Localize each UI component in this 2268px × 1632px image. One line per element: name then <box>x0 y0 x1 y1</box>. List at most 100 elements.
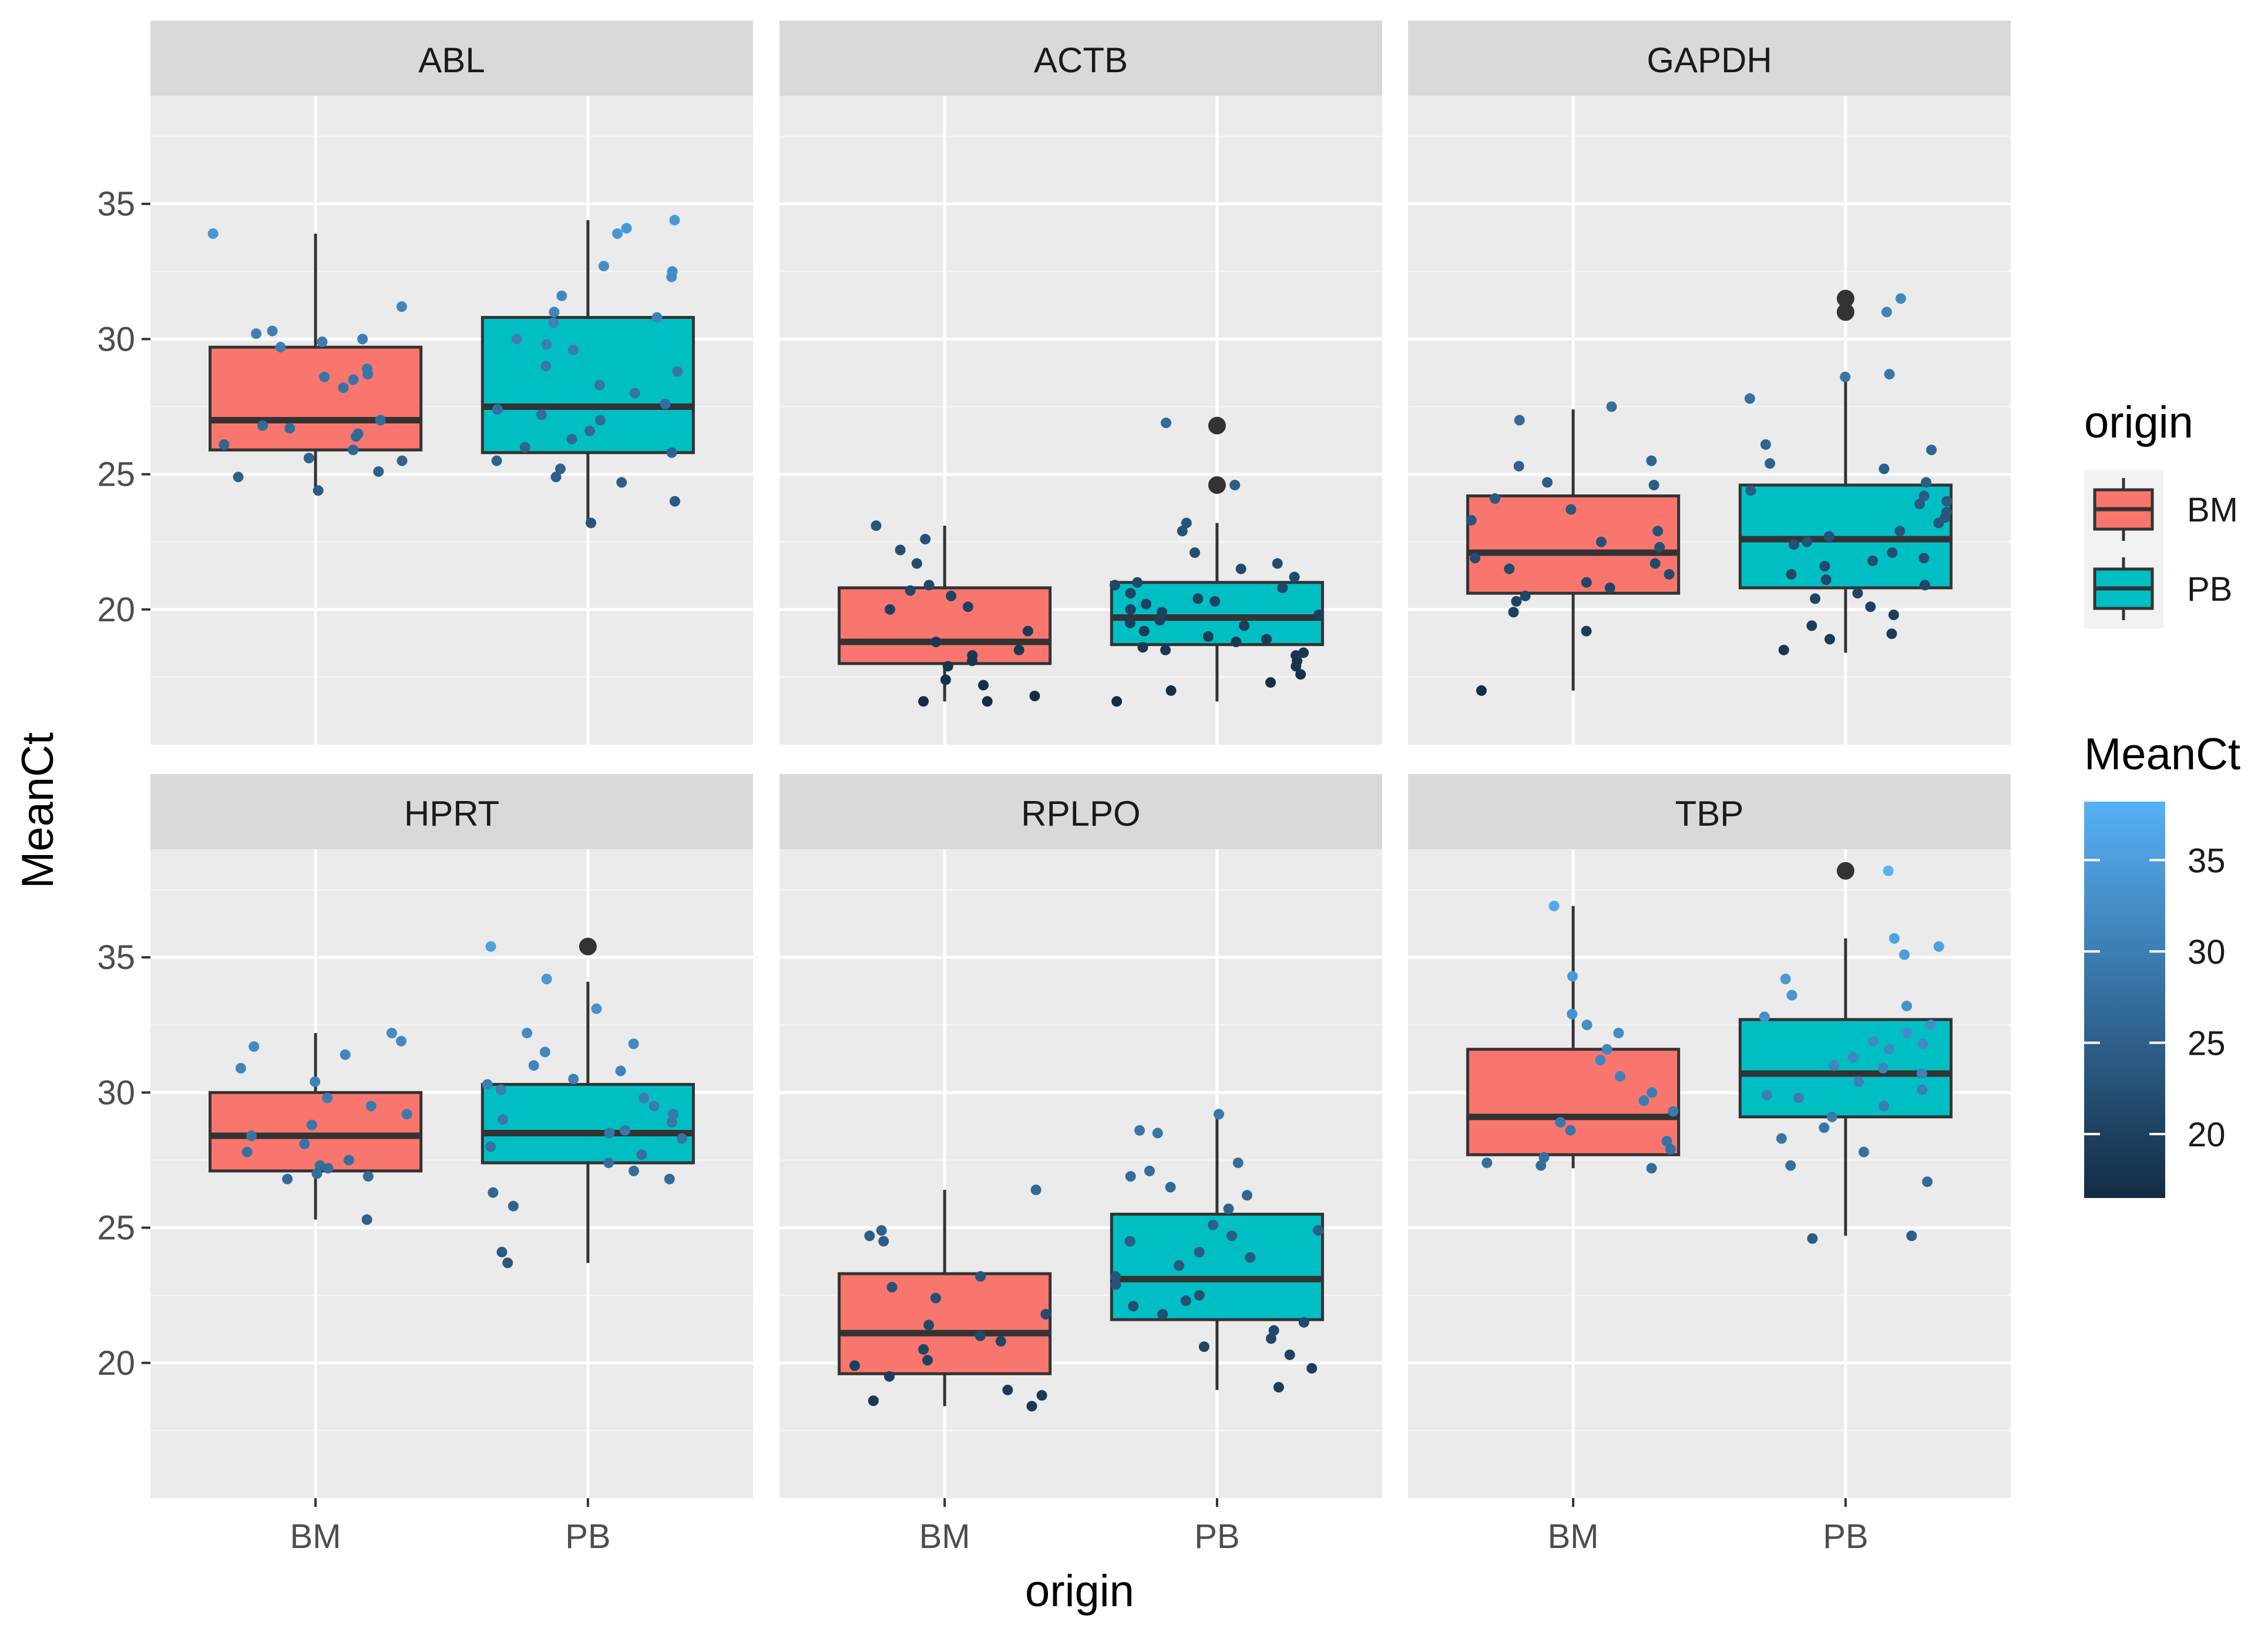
data-point <box>1920 477 1931 488</box>
data-point <box>1192 593 1204 604</box>
data-point <box>1901 1001 1912 1012</box>
facet-panel: ABL 20 25 30 35 <box>97 21 753 745</box>
data-point <box>1810 593 1821 604</box>
facet-strip <box>150 21 753 96</box>
data-point <box>1613 1028 1624 1039</box>
data-point <box>1652 526 1664 537</box>
data-point <box>651 312 663 323</box>
data-point <box>1778 644 1789 655</box>
data-point <box>511 334 522 345</box>
data-point <box>1013 644 1024 655</box>
facet-title: ABL <box>418 41 485 80</box>
legend-label-pb: PB <box>2187 570 2232 608</box>
panel-background <box>150 849 753 1498</box>
data-point <box>918 696 929 707</box>
data-point <box>885 604 896 615</box>
data-point <box>639 1092 650 1103</box>
data-point <box>1648 480 1659 490</box>
data-point <box>918 1344 929 1355</box>
data-point <box>1232 1157 1244 1169</box>
x-tick-label: PB <box>1823 1517 1868 1556</box>
data-point <box>975 1271 986 1282</box>
y-tick-label: 20 <box>97 591 135 629</box>
x-tick-label: PB <box>1194 1517 1239 1556</box>
facet-panel: TBP BM PB <box>1408 774 2011 1556</box>
data-point <box>1137 642 1148 653</box>
data-point <box>1134 1125 1145 1136</box>
data-point <box>1826 1111 1837 1122</box>
data-point <box>1649 558 1661 569</box>
data-point <box>495 1084 506 1095</box>
data-point <box>1858 1146 1869 1157</box>
data-point <box>876 1225 887 1236</box>
boxplot-pb <box>1110 1116 1324 1390</box>
data-point <box>1209 595 1221 607</box>
data-point <box>1567 971 1578 982</box>
data-point <box>362 1171 374 1182</box>
data-point <box>496 1247 508 1258</box>
data-point <box>1786 990 1797 1001</box>
data-point <box>864 1230 875 1241</box>
data-point <box>615 1065 626 1076</box>
data-point <box>1785 1160 1796 1171</box>
data-point <box>498 1114 509 1125</box>
data-point <box>628 1038 639 1049</box>
data-point <box>1581 625 1592 637</box>
data-point <box>1852 588 1863 599</box>
data-point <box>1272 558 1283 569</box>
data-point <box>621 223 632 234</box>
data-point <box>1002 1384 1013 1395</box>
data-point <box>1802 536 1813 547</box>
y-tick-label: 30 <box>97 1074 135 1112</box>
data-point <box>1022 625 1033 637</box>
facet-title: RPLPO <box>1021 794 1140 833</box>
data-point <box>942 661 953 672</box>
data-point <box>922 1355 933 1366</box>
data-point <box>375 415 386 426</box>
panel-background <box>1408 96 2011 745</box>
data-point <box>1124 617 1135 628</box>
data-point <box>1125 1171 1136 1182</box>
y-tick-label: 25 <box>97 1209 135 1247</box>
data-point <box>566 433 577 445</box>
data-point <box>1036 1390 1047 1401</box>
outlier-point <box>1208 476 1226 494</box>
data-point <box>1194 1290 1205 1301</box>
boxplot-pb <box>1738 862 1953 1236</box>
data-point <box>299 1138 310 1149</box>
data-point <box>1132 577 1143 588</box>
data-point <box>1125 604 1136 615</box>
data-point <box>636 1149 647 1160</box>
data-point <box>966 655 977 667</box>
data-point <box>1180 1295 1191 1306</box>
x-tick-label: BM <box>1548 1517 1599 1556</box>
outlier-point <box>579 937 597 955</box>
data-point <box>1152 1128 1163 1139</box>
data-point <box>1265 1333 1276 1344</box>
data-point <box>1906 1230 1917 1241</box>
data-point <box>340 1049 351 1060</box>
data-point <box>920 534 931 545</box>
y-tick-label: 35 <box>97 938 135 977</box>
data-point <box>1604 582 1615 593</box>
data-point <box>241 1146 253 1157</box>
data-point <box>1606 401 1617 412</box>
data-point <box>492 404 503 415</box>
data-point <box>338 382 349 393</box>
data-point <box>267 325 278 337</box>
data-point <box>540 361 552 372</box>
facet-panel: GAPDH <box>1408 21 2011 745</box>
legend-label-bm: BM <box>2187 491 2238 529</box>
data-point <box>373 466 384 477</box>
legend-meanct-title: MeanCt <box>2084 729 2240 779</box>
data-point <box>629 388 640 399</box>
data-point <box>1306 1363 1318 1374</box>
colorbar-label: 25 <box>2188 1025 2226 1063</box>
data-point <box>1154 615 1165 626</box>
data-point <box>1565 1125 1576 1136</box>
data-point <box>586 517 597 529</box>
data-point <box>1664 568 1675 580</box>
data-point <box>257 420 268 431</box>
data-point <box>666 271 677 282</box>
